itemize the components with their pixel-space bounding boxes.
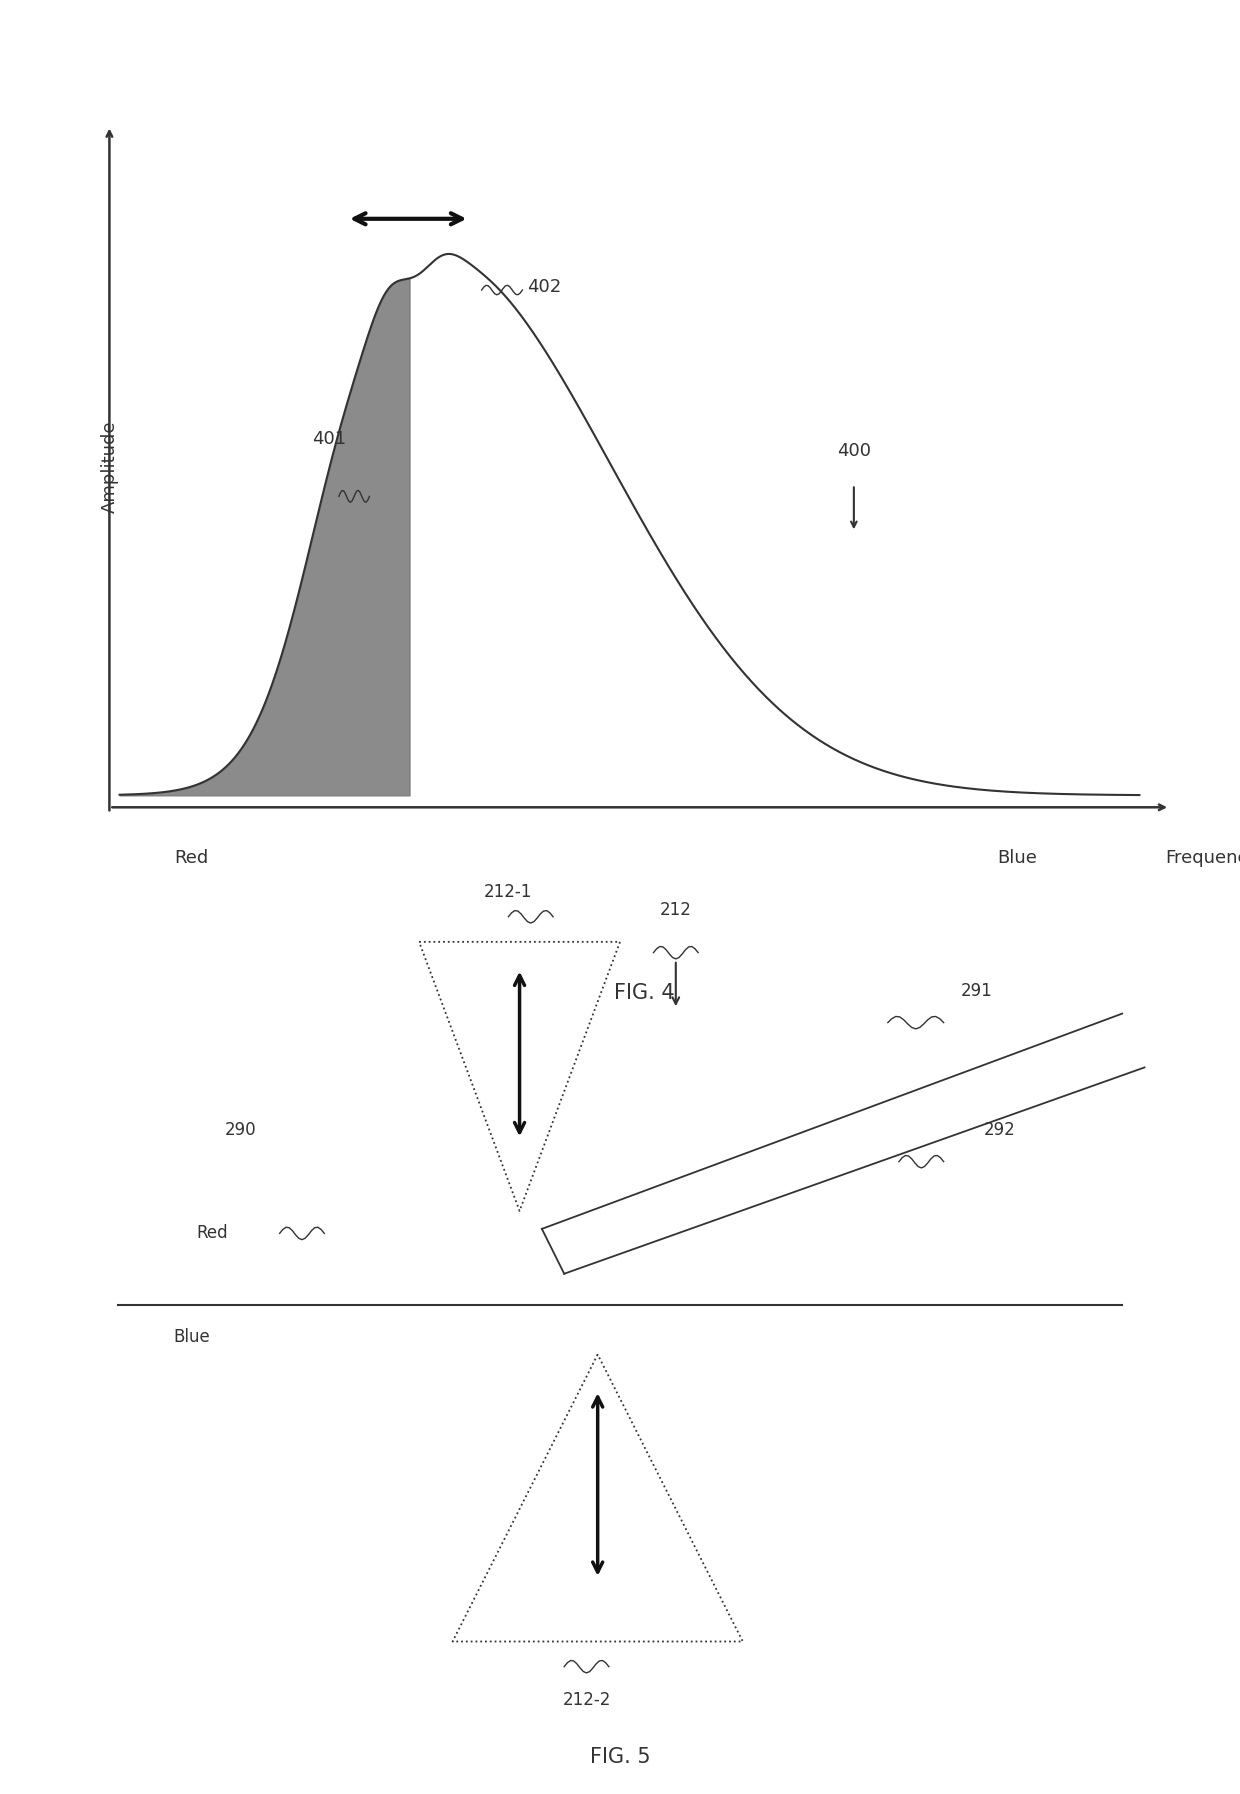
Text: 290: 290 [224,1121,257,1139]
Text: 402: 402 [527,278,562,296]
Text: FIG. 5: FIG. 5 [590,1747,650,1767]
Text: Blue: Blue [997,849,1037,867]
Text: 212-1: 212-1 [484,883,533,901]
Text: Red: Red [196,1224,228,1243]
Text: 400: 400 [837,443,870,461]
Text: 212-2: 212-2 [562,1690,611,1710]
Text: 291: 291 [961,981,993,1001]
Text: 292: 292 [983,1121,1016,1139]
Text: FIG. 4: FIG. 4 [615,983,675,1003]
Text: Amplitude: Amplitude [100,420,118,513]
Text: Blue: Blue [174,1328,211,1346]
Text: 401: 401 [311,431,346,448]
Text: 212: 212 [660,901,692,919]
Text: Frequency: Frequency [1164,849,1240,867]
Text: Red: Red [174,849,208,867]
